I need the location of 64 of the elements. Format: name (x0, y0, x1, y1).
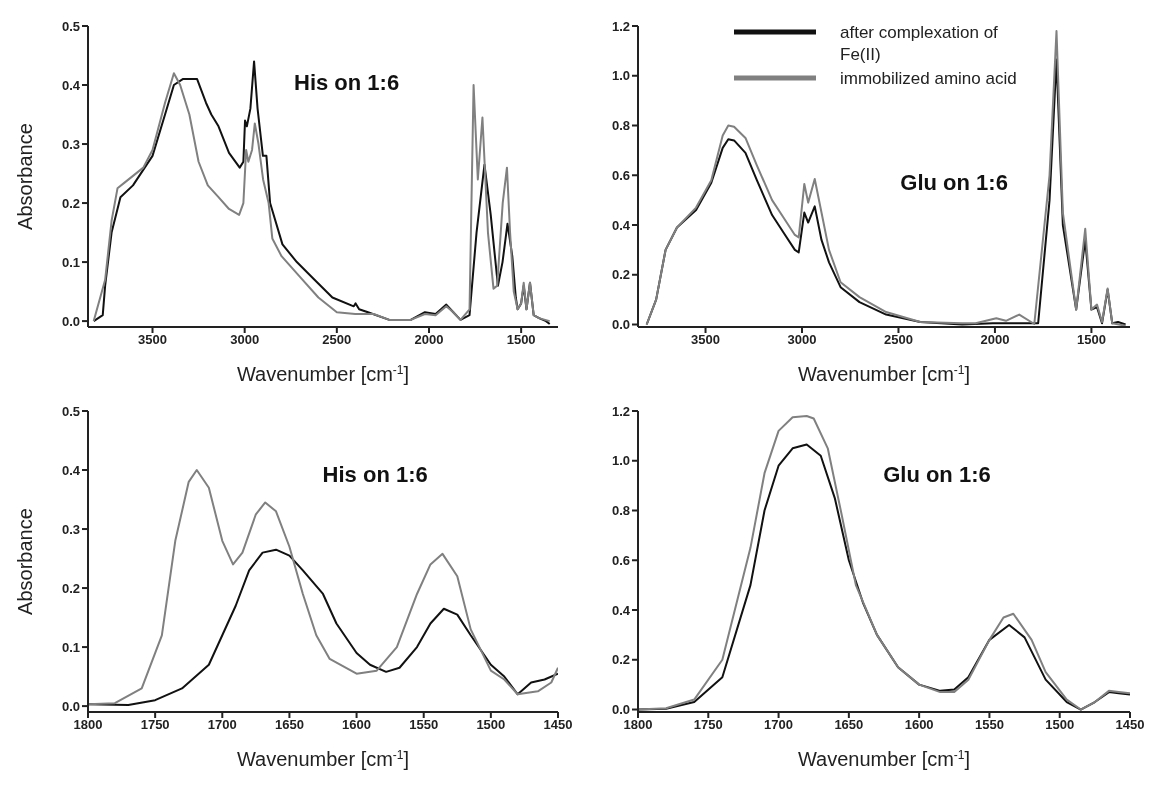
y-tick-label: 0.6 (611, 552, 630, 568)
y-tick-label: 0.0 (611, 317, 630, 333)
x-tick-label: 1550 (409, 717, 439, 733)
x-axis-title: Wavenumber [cm$^{-1}$] (797, 363, 971, 385)
y-tick-label: 0.2 (611, 652, 630, 668)
y-tick-label: 0.1 (61, 254, 80, 270)
y-tick-label: 1.0 (611, 68, 630, 84)
x-tick-label: 1800 (623, 717, 653, 733)
y-tick-label: 0.4 (611, 217, 631, 233)
y-tick-label: 0.8 (611, 503, 630, 519)
x-tick-label: 2000 (980, 332, 1010, 348)
x-tick-label: 1550 (974, 717, 1004, 733)
y-tick-label: 0.3 (61, 136, 80, 152)
y-tick-label: 0.4 (61, 462, 81, 478)
x-tick-label: 1700 (764, 717, 794, 733)
y-tick-label: 1.2 (611, 18, 630, 34)
x-tick-label: 2500 (322, 332, 352, 348)
x-tick-label: 1750 (140, 717, 170, 733)
x-tick-label: 3000 (787, 332, 817, 348)
y-tick-label: 1.0 (611, 453, 630, 469)
x-tick-label: 1750 (693, 717, 723, 733)
y-tick-label: 0.2 (611, 267, 630, 283)
y-tick-label: 0.3 (61, 521, 80, 537)
x-tick-label: 1800 (73, 717, 103, 733)
x-axis-title: Wavenumber [cm$^{-1}$] (797, 748, 971, 770)
x-tick-label: 1500 (1076, 332, 1106, 348)
y-tick-label: 0.5 (61, 403, 80, 419)
annotation: His on 1:6 (322, 462, 428, 489)
x-tick-label: 3500 (138, 332, 167, 348)
x-tick-label: 1600 (904, 717, 934, 733)
x-tick-label: 1500 (1045, 717, 1075, 733)
x-axis-title: Wavenumber [cm$^{-1}$] (236, 363, 410, 385)
annotation: Glu on 1:6 (883, 462, 991, 489)
x-tick-label: 1450 (543, 717, 573, 733)
x-tick-label: 3000 (230, 332, 260, 348)
y-tick-label: 0.4 (611, 602, 631, 618)
y-tick-label: 0.6 (611, 167, 630, 183)
y-tick-label: 0.2 (61, 580, 80, 596)
x-tick-label: 2000 (414, 332, 444, 348)
x-tick-label: 1500 (506, 332, 536, 348)
x-tick-label: 1450 (1115, 717, 1145, 733)
x-tick-label: 3500 (691, 332, 720, 348)
annotation: His on 1:6 (294, 69, 400, 96)
x-axis-title: Wavenumber [cm$^{-1}$] (236, 748, 410, 770)
annotation: Glu on 1:6 (900, 169, 1008, 196)
x-tick-label: 2500 (884, 332, 913, 348)
y-tick-label: 0.5 (61, 18, 80, 34)
legend-label: immobilized amino acid (840, 68, 1018, 90)
y-tick-label: 0.2 (61, 195, 80, 211)
x-tick-label: 1700 (207, 717, 237, 733)
x-tick-label: 1600 (342, 717, 372, 733)
x-tick-label: 1650 (834, 717, 864, 733)
y-tick-label: 0.8 (611, 118, 630, 134)
y-tick-label: 0.0 (611, 702, 630, 718)
x-tick-label: 1500 (476, 717, 506, 733)
y-tick-label: 1.2 (611, 403, 630, 419)
legend-label: after complexation of Fe(II) (840, 22, 999, 66)
x-tick-label: 1650 (274, 717, 304, 733)
y-tick-label: 0.4 (61, 77, 81, 93)
y-axis-title: Absorbance (14, 123, 36, 230)
y-tick-label: 0.1 (61, 639, 80, 655)
y-axis-title: Absorbance (14, 508, 36, 615)
y-tick-label: 0.0 (61, 698, 80, 714)
y-tick-label: 0.0 (61, 313, 80, 329)
